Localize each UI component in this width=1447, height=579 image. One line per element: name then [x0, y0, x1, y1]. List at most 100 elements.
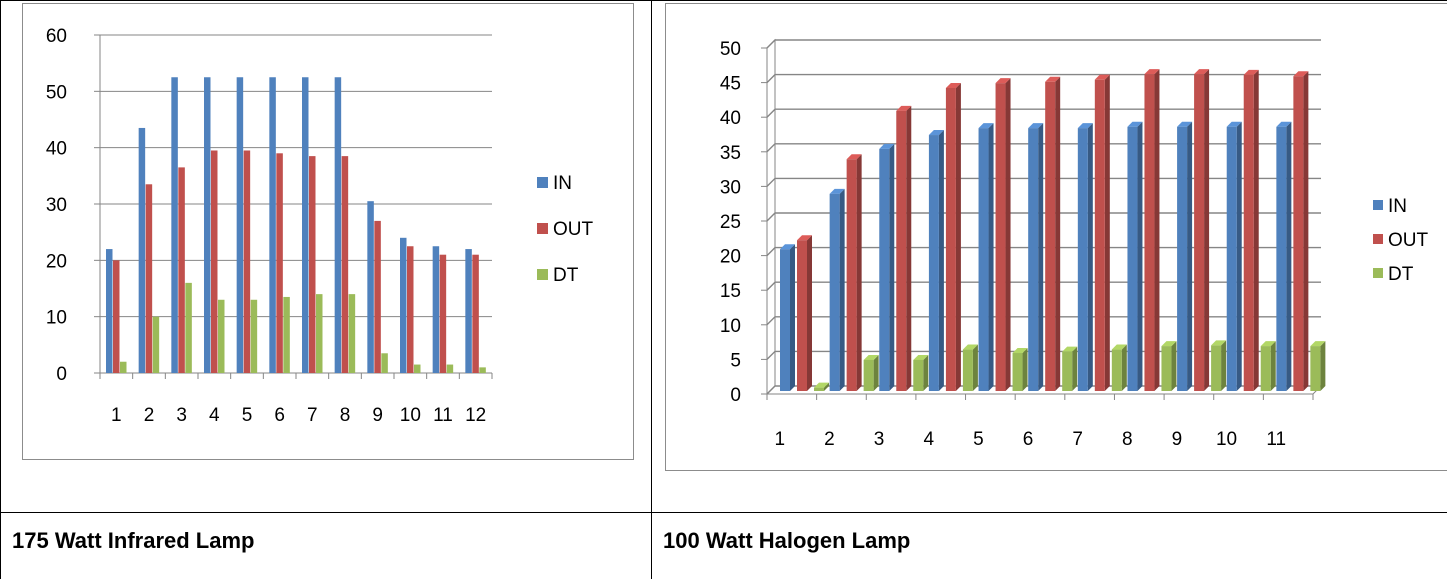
- bar-out: [178, 167, 185, 373]
- bar-front: [1127, 126, 1138, 392]
- bar-out: [439, 254, 447, 373]
- bar-out: [896, 105, 912, 391]
- bar-in: [928, 130, 944, 391]
- chart-frame-right: 0 5 10 15 20 25 30 35 40 45 50 1 2 3 4 5 6 7 8 9 10 11 IN OUT DT: [665, 3, 1447, 471]
- bar-front: [1243, 74, 1254, 391]
- bar-side: [1253, 69, 1259, 391]
- legend-swatch-out: [537, 223, 548, 234]
- caption-halogen-lamp: 100 Watt Halogen Lamp: [663, 528, 911, 553]
- bar-out: [846, 154, 862, 391]
- bar-side: [1171, 341, 1177, 391]
- bar-dt: [1062, 346, 1078, 391]
- bar-front: [1293, 76, 1304, 391]
- gridline: [766, 108, 1321, 118]
- bar-side: [1221, 340, 1227, 391]
- legend-swatch-dt: [1373, 268, 1383, 278]
- bar-front: [863, 359, 874, 391]
- bar-in: [780, 244, 795, 391]
- legend-swatch-out: [1373, 234, 1383, 244]
- bar-top: [1260, 341, 1276, 347]
- x-tick-label: 9: [372, 405, 383, 426]
- bar-front: [780, 249, 790, 391]
- bar-front: [962, 349, 973, 391]
- table-border-top: [0, 0, 1447, 1]
- bar-out: [1144, 69, 1160, 392]
- y-tick-label: 50: [720, 39, 741, 60]
- bar-out: [211, 150, 218, 373]
- bar-in: [1127, 121, 1143, 392]
- bar-side: [1270, 341, 1276, 391]
- bar-top: [1243, 69, 1259, 75]
- x-tick-label: 8: [340, 405, 351, 426]
- bar-front: [928, 135, 939, 391]
- y-tick-label: 5: [730, 350, 741, 371]
- bar-side: [923, 354, 929, 391]
- bar-top: [1127, 121, 1143, 127]
- bar-top: [1293, 71, 1309, 77]
- table-border-middle: [651, 0, 652, 579]
- bar-top: [829, 188, 845, 194]
- legend-swatch-in: [537, 177, 548, 188]
- table-border-left: [0, 0, 1, 579]
- bar-side: [856, 154, 862, 391]
- bar-dt: [814, 382, 829, 391]
- x-tick-label: 3: [874, 429, 885, 450]
- bar-in: [1177, 121, 1193, 392]
- bar-out: [797, 235, 812, 391]
- bar-dt: [1161, 341, 1177, 391]
- bar-side: [1072, 346, 1078, 391]
- bar-in: [1028, 123, 1044, 392]
- bar-front: [879, 148, 890, 391]
- x-tick-label: 10: [400, 405, 421, 426]
- bar-in: [1226, 121, 1242, 392]
- bar-in: [204, 77, 211, 373]
- bar-dt: [120, 361, 127, 373]
- bar-front: [829, 193, 840, 391]
- bar-out: [309, 156, 316, 373]
- bar-top: [1045, 76, 1061, 82]
- bar-side: [1236, 121, 1242, 392]
- bar-out: [276, 153, 283, 373]
- legend-label: OUT: [1388, 230, 1429, 251]
- bar-dt: [316, 294, 323, 373]
- bar-front: [797, 240, 807, 391]
- bar-front: [814, 387, 824, 391]
- bar-top: [1276, 121, 1292, 127]
- x-tick-label: 8: [1122, 429, 1133, 450]
- bar-out: [341, 156, 349, 373]
- bar-front: [1062, 351, 1073, 391]
- bar-dt: [250, 299, 258, 373]
- bar-side: [1320, 341, 1326, 391]
- bar-out: [1045, 76, 1061, 392]
- x-tick-label: 11: [433, 405, 453, 426]
- legend-swatch-dt: [537, 269, 548, 280]
- bar-dt: [479, 367, 486, 373]
- y-tick-label: 20: [720, 247, 741, 268]
- bar-side: [1137, 121, 1143, 392]
- bar-side: [972, 344, 978, 391]
- bar-front: [995, 83, 1006, 391]
- gridline: [766, 39, 1321, 49]
- y-tick-label: 10: [46, 308, 67, 329]
- bar-out: [407, 246, 414, 373]
- bar-top: [1161, 341, 1177, 347]
- bar-front: [1211, 345, 1222, 391]
- bar-dt: [152, 316, 160, 373]
- bar-in: [1077, 123, 1093, 392]
- bar-top: [1094, 74, 1110, 80]
- bar-in: [171, 77, 178, 373]
- bar-side: [1121, 344, 1127, 391]
- bar-dt: [446, 364, 454, 373]
- bar-front: [1028, 128, 1039, 391]
- bar-top: [1310, 341, 1326, 347]
- legend-label: DT: [553, 265, 579, 286]
- bar-top: [863, 354, 879, 360]
- gridline: [766, 73, 1321, 84]
- bar-top: [1144, 69, 1160, 75]
- bar-front: [978, 128, 989, 391]
- bar-in: [302, 77, 309, 373]
- x-tick-label: 1: [775, 429, 786, 450]
- bar-top: [913, 354, 929, 360]
- bar-front: [913, 359, 924, 391]
